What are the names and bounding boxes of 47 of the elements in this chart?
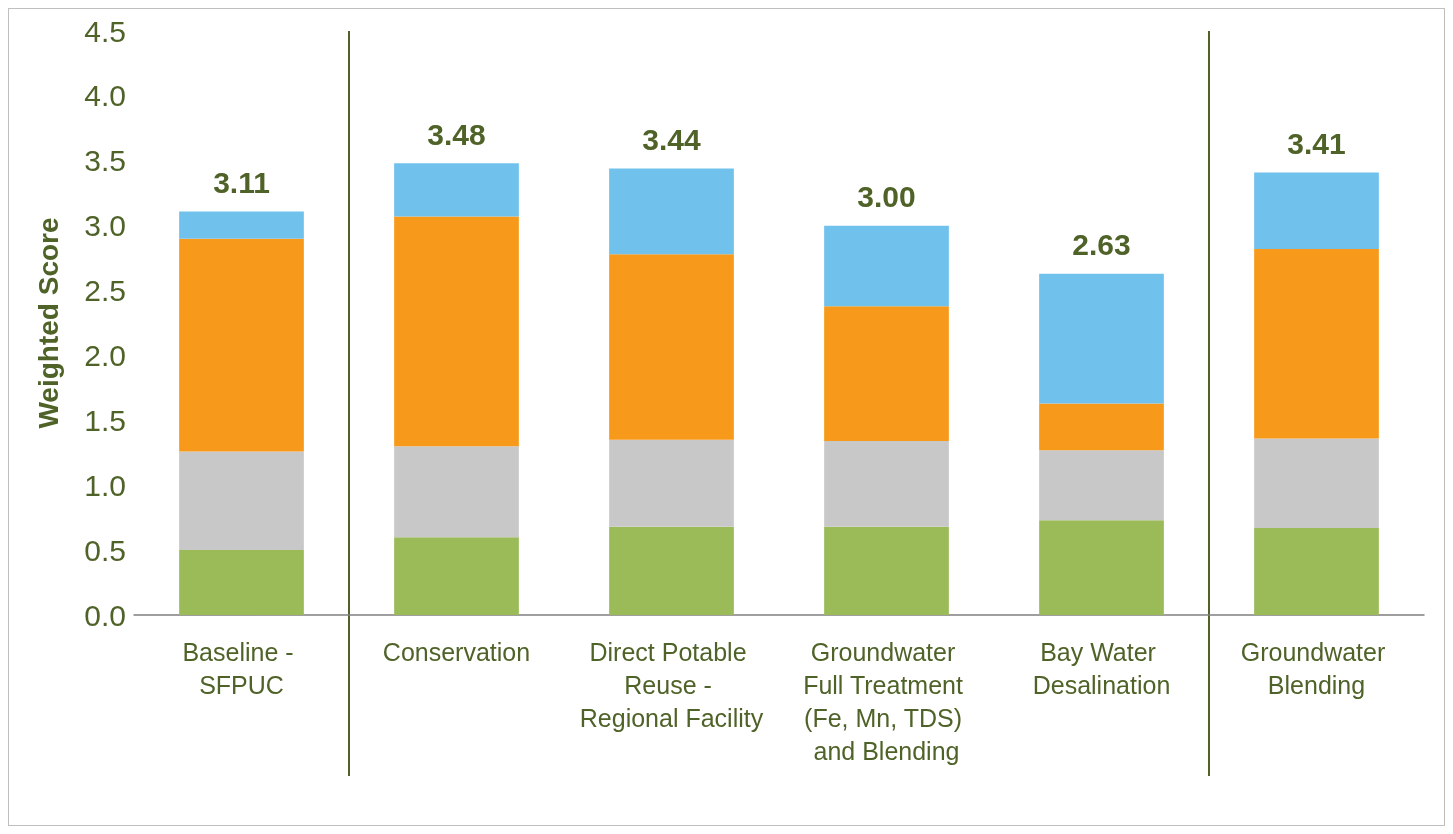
bar xyxy=(609,526,734,615)
bar xyxy=(1254,249,1379,439)
bar xyxy=(824,441,949,527)
bar xyxy=(1039,450,1164,521)
bar xyxy=(824,225,949,307)
bar xyxy=(394,163,519,217)
y-tick-label: 0.0 xyxy=(84,598,126,632)
bar xyxy=(1039,403,1164,451)
bar xyxy=(1039,273,1164,404)
bar xyxy=(1254,528,1379,615)
bar xyxy=(179,238,304,452)
bar xyxy=(824,306,949,442)
bar xyxy=(1254,438,1379,529)
y-tick-label: 0.5 xyxy=(84,533,126,567)
y-tick-label: 2.0 xyxy=(84,338,126,372)
total-label: 3.41 xyxy=(1287,126,1346,160)
x-tick-label: Groundwater Full Treatment (Fe, Mn, TDS) and Blending xyxy=(803,637,970,765)
bar xyxy=(394,446,519,538)
bar xyxy=(394,216,519,447)
bar xyxy=(609,439,734,527)
y-tick-label: 4.5 xyxy=(84,14,126,48)
x-tick-label: Bay Water Desalination xyxy=(1032,637,1171,699)
bar xyxy=(179,211,304,239)
x-tick-label: Conservation xyxy=(382,637,531,666)
bar xyxy=(1254,172,1379,250)
total-label: 3.44 xyxy=(642,123,702,157)
total-label: 3.48 xyxy=(427,117,486,151)
total-label: 3.00 xyxy=(857,180,916,214)
bar xyxy=(824,526,949,615)
y-tick-label: 2.5 xyxy=(84,274,126,308)
y-tick-label: 3.5 xyxy=(84,144,126,178)
y-tick-label: 1.0 xyxy=(84,468,126,502)
y-tick-label: 1.5 xyxy=(84,403,126,437)
total-label: 2.63 xyxy=(1072,228,1131,262)
y-tick-label: 4.0 xyxy=(84,79,126,113)
y-axis-title: Weighted Score xyxy=(32,217,64,429)
bar xyxy=(609,254,734,440)
bar xyxy=(1039,520,1164,615)
bar xyxy=(179,550,304,615)
bar xyxy=(179,451,304,551)
x-tick-label: Groundwater Blending xyxy=(1240,637,1393,699)
x-tick-label: Baseline - SFPUC xyxy=(182,637,301,699)
bar xyxy=(394,537,519,615)
bar xyxy=(609,168,734,255)
y-tick-label: 3.0 xyxy=(84,209,126,243)
total-label: 3.11 xyxy=(213,165,270,199)
x-tick-label: Direct Potable Reuse - Regional Facility xyxy=(579,637,764,732)
